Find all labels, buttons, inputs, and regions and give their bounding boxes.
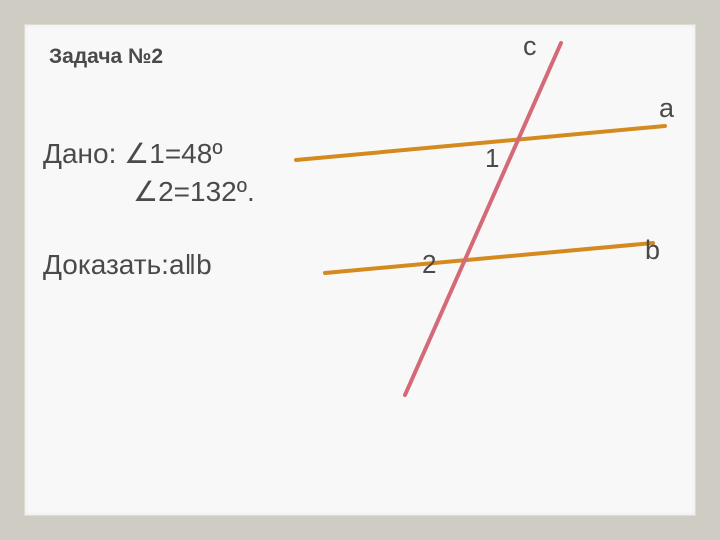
- line-a: [296, 126, 665, 160]
- slide-content: Задача №2 Дано: ∠1=48º ∠2=132º. Доказать…: [25, 25, 695, 515]
- label-c: c: [523, 31, 537, 62]
- line-c: [405, 43, 561, 395]
- slide-card: Задача №2 Дано: ∠1=48º ∠2=132º. Доказать…: [24, 24, 696, 516]
- label-1: 1: [485, 143, 499, 174]
- label-2: 2: [422, 249, 436, 280]
- label-a: a: [659, 93, 674, 124]
- label-b: b: [645, 235, 660, 266]
- line-b: [325, 243, 653, 273]
- geometry-diagram: [25, 25, 697, 517]
